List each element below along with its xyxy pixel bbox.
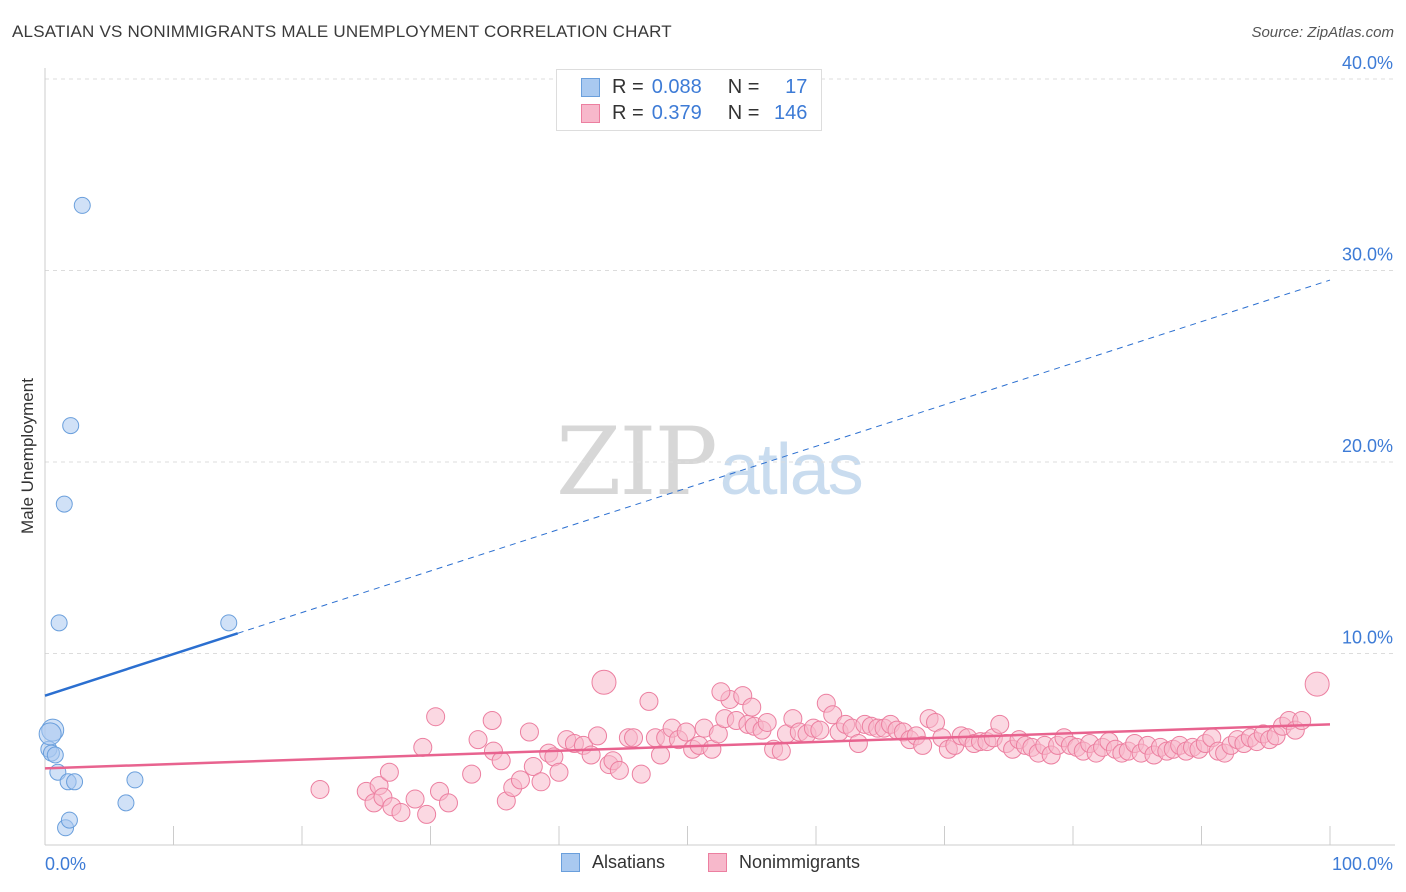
n-label: N = [727, 75, 760, 98]
point-alsatians [117, 794, 135, 812]
point-nonimmigrants [549, 762, 569, 782]
n-value: 17 [785, 75, 808, 98]
n-label: N = [727, 101, 760, 124]
legend-swatch-nonimmigrants [581, 103, 600, 123]
point-nonimmigrants [391, 802, 411, 822]
point-nonimmigrants [462, 764, 482, 784]
point-alsatians [220, 614, 238, 632]
legend-item-nonimmigrants[interactable]: Nonimmigrants [708, 852, 860, 873]
y-tick-label: 30.0% [1342, 245, 1393, 265]
point-nonimmigrants [609, 760, 629, 780]
trend-line-alsatians [44, 632, 239, 697]
series-legend: Alsatians Nonimmigrants [0, 852, 1406, 878]
point-nonimmigrants [1292, 711, 1312, 731]
point-nonimmigrants [757, 712, 777, 732]
point-nonimmigrants [913, 735, 933, 755]
point-nonimmigrants [417, 804, 437, 824]
legend-label-nonimmigrants: Nonimmigrants [739, 852, 861, 872]
point-nonimmigrants [482, 711, 502, 731]
chart-title: ALSATIAN VS NONIMMIGRANTS MALE UNEMPLOYM… [12, 22, 672, 41]
point-nonimmigrants [426, 707, 446, 727]
legend-row-nonimmigrants: R = 0.379 N = 146 [581, 101, 807, 125]
point-nonimmigrants [519, 722, 539, 742]
point-alsatians [46, 746, 64, 764]
point-nonimmigrants [676, 722, 696, 742]
point-nonimmigrants [848, 734, 868, 754]
point-nonimmigrants [651, 745, 671, 765]
point-alsatians [73, 196, 91, 214]
point-nonimmigrants [810, 720, 830, 740]
legend-swatch-alsatians [581, 77, 600, 97]
point-alsatians [62, 417, 80, 435]
x-tick-label-max: 100.0% [1332, 854, 1393, 874]
point-nonimmigrants [631, 764, 651, 784]
point-nonimmigrants [413, 737, 433, 757]
y-tick-label: 40.0% [1342, 53, 1393, 73]
legend-swatch-nonimmigrants [708, 853, 727, 872]
point-nonimmigrants [405, 789, 425, 809]
point-alsatians [55, 495, 73, 513]
point-nonimmigrants [468, 730, 488, 750]
point-nonimmigrants [523, 756, 543, 776]
point-alsatians [66, 773, 84, 791]
point-nonimmigrants [742, 697, 762, 717]
source-credit: Source: ZipAtlas.com [1251, 24, 1394, 41]
point-nonimmigrants [491, 751, 511, 771]
point-nonimmigrants [591, 669, 617, 695]
n-value: 146 [774, 101, 808, 124]
point-nonimmigrants [1304, 671, 1330, 697]
y-tick-label: 20.0% [1342, 436, 1393, 456]
legend-row-alsatians: R = 0.088 N = 17 [581, 75, 807, 99]
trend-line-extension-alsatians [237, 279, 1331, 634]
trend-line-nonimmigrants [44, 723, 1331, 770]
point-nonimmigrants [639, 691, 659, 711]
y-tick-label: 10.0% [1342, 628, 1393, 648]
point-alsatians [38, 722, 62, 746]
r-value: 0.379 [651, 101, 702, 124]
point-nonimmigrants [531, 772, 551, 792]
correlation-legend: R = 0.088 N = 17 R = 0.379 N = 146 [556, 69, 822, 131]
legend-label-alsatians: Alsatians [592, 852, 666, 872]
x-tick-label-min: 0.0% [45, 854, 86, 874]
point-nonimmigrants [438, 793, 458, 813]
point-nonimmigrants [823, 705, 843, 725]
point-alsatians [50, 614, 68, 632]
point-alsatians [126, 771, 144, 789]
r-label: R = [612, 75, 644, 98]
legend-swatch-alsatians [561, 853, 580, 872]
r-value: 0.088 [651, 75, 702, 98]
point-alsatians [60, 811, 78, 829]
point-nonimmigrants [711, 682, 731, 702]
r-label: R = [612, 101, 644, 124]
point-nonimmigrants [771, 741, 791, 761]
point-nonimmigrants [990, 714, 1010, 734]
point-nonimmigrants [379, 762, 399, 782]
point-nonimmigrants [510, 770, 530, 790]
point-nonimmigrants [310, 779, 330, 799]
point-nonimmigrants [624, 728, 644, 748]
legend-item-alsatians[interactable]: Alsatians [561, 852, 665, 873]
point-nonimmigrants [588, 726, 608, 746]
